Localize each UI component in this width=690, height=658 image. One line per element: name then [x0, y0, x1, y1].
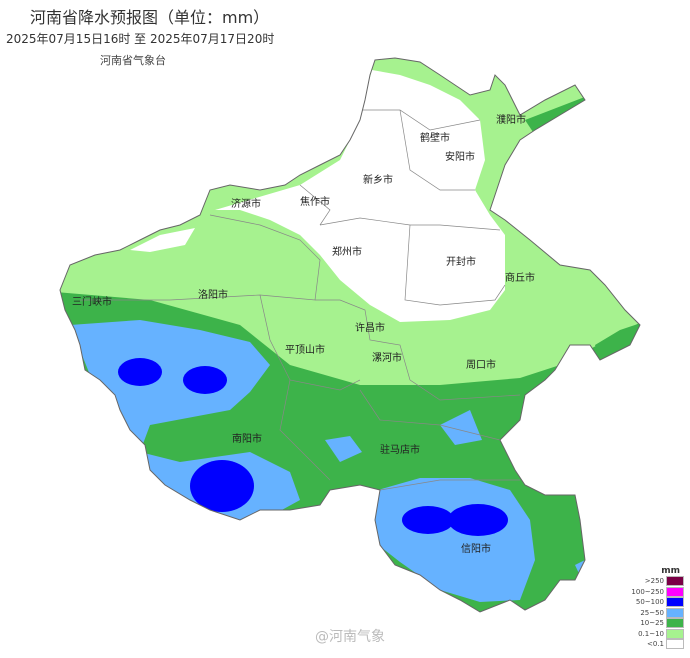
legend-label: 50~100 — [635, 598, 664, 607]
rain-zone-10-25-e — [595, 320, 640, 362]
map-title: 河南省降水预报图（单位：mm） — [30, 8, 270, 27]
legend: mm >250 100~250 50~100 25~50 10~25 0.1~10 <0.1 — [628, 566, 684, 650]
city-label: 济源市 — [231, 197, 261, 210]
rain-zone-50-100 — [402, 506, 454, 534]
legend-label: 100~250 — [631, 587, 664, 596]
city-label: 洛阳市 — [198, 288, 228, 301]
legend-item: 0.1~10 — [628, 628, 684, 640]
rain-zone-50-100 — [183, 366, 227, 394]
city-label: 驻马店市 — [380, 443, 420, 456]
city-label: 南阳市 — [232, 432, 262, 445]
city-label: 信阳市 — [461, 542, 491, 555]
city-label: 周口市 — [466, 358, 496, 371]
city-label: 濮阳市 — [496, 113, 526, 126]
legend-swatch — [666, 597, 684, 608]
legend-item: <0.1 — [628, 639, 684, 650]
rain-zone-50-100 — [190, 460, 254, 512]
city-label: 焦作市 — [300, 195, 330, 208]
city-label: 新乡市 — [363, 173, 393, 186]
legend-swatch — [666, 628, 684, 639]
city-label: 鹤壁市 — [420, 131, 450, 144]
legend-item: 25~50 — [628, 607, 684, 619]
city-label: 安阳市 — [445, 150, 475, 163]
legend-item: 100~250 — [628, 586, 684, 598]
legend-label: 10~25 — [640, 619, 664, 628]
legend-swatch — [666, 607, 684, 618]
legend-label: 25~50 — [640, 608, 664, 617]
legend-swatch — [666, 639, 684, 650]
legend-label: 0.1~10 — [638, 629, 664, 638]
rain-zone-25-50-east — [440, 410, 482, 445]
forecast-period: 2025年07月15日16时 至 2025年07月17日20时 — [6, 32, 275, 46]
rain-zone-none — [215, 70, 505, 322]
issuer: 河南省气象台 — [100, 54, 166, 67]
city-label: 开封市 — [446, 255, 476, 268]
rain-zone-50-100 — [448, 504, 508, 536]
rain-zone-25-50-south — [372, 478, 535, 602]
legend-swatch — [666, 576, 684, 587]
legend-swatch — [666, 586, 684, 597]
legend-label: <0.1 — [647, 640, 664, 649]
legend-item: 10~25 — [628, 618, 684, 629]
watermark: @河南气象 — [315, 629, 385, 645]
legend-swatch — [666, 618, 684, 629]
rain-zone-50-100 — [118, 358, 162, 386]
rain-zone-10-25-ne — [525, 95, 590, 135]
legend-unit: mm — [661, 566, 680, 576]
legend-label: >250 — [644, 577, 664, 586]
legend-item: >250 — [628, 576, 684, 587]
city-label: 许昌市 — [355, 321, 385, 334]
rain-zone-25-50-mid — [325, 436, 362, 462]
city-label: 郑州市 — [332, 245, 362, 258]
legend-item: 50~100 — [628, 597, 684, 608]
prefecture-borders — [80, 109, 521, 491]
city-label: 商丘市 — [505, 271, 535, 284]
city-label: 三门峡市 — [72, 295, 112, 308]
rain-zone-none-west — [130, 228, 195, 252]
city-label: 平顶山市 — [285, 343, 325, 356]
city-label: 漯河市 — [372, 351, 402, 364]
